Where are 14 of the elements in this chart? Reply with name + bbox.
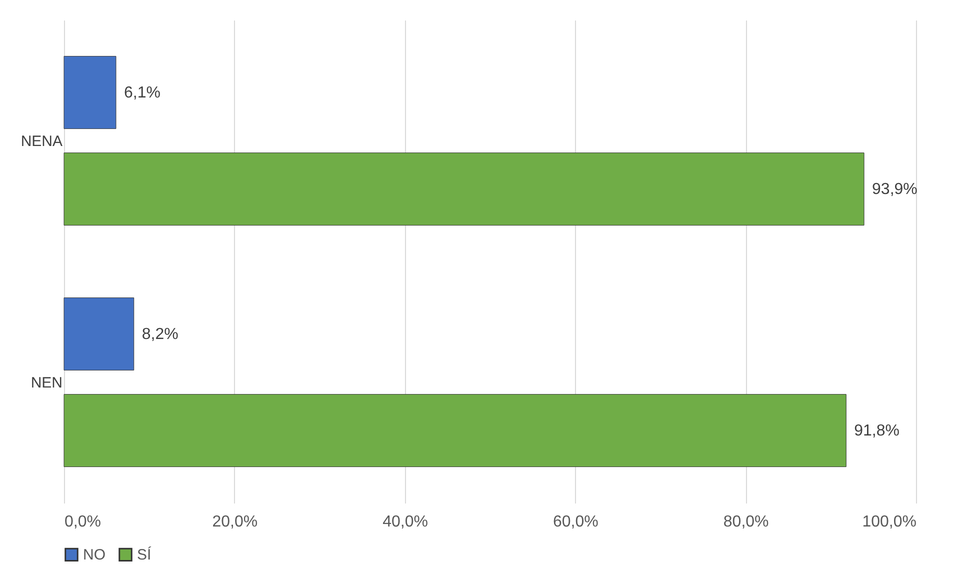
x-tick-label: 60,0% — [553, 514, 598, 530]
x-tick-label: 20,0% — [212, 514, 258, 530]
data-label: 8,2% — [142, 326, 178, 343]
data-label: 93,9% — [872, 181, 918, 198]
x-tick-label: 0,0% — [64, 514, 101, 530]
legend-label: NO — [83, 546, 106, 564]
data-label: 6,1% — [124, 84, 160, 102]
x-tick-label: 80,0% — [723, 514, 769, 530]
legend-label: SÍ — [137, 546, 152, 564]
y-tick-label: NENA — [20, 132, 62, 150]
data-label: 91,8% — [854, 422, 900, 440]
y-tick-label: NEN — [30, 374, 62, 392]
x-tick-label: 100,0% — [862, 514, 916, 530]
x-tick-label: 40,0% — [382, 514, 428, 530]
